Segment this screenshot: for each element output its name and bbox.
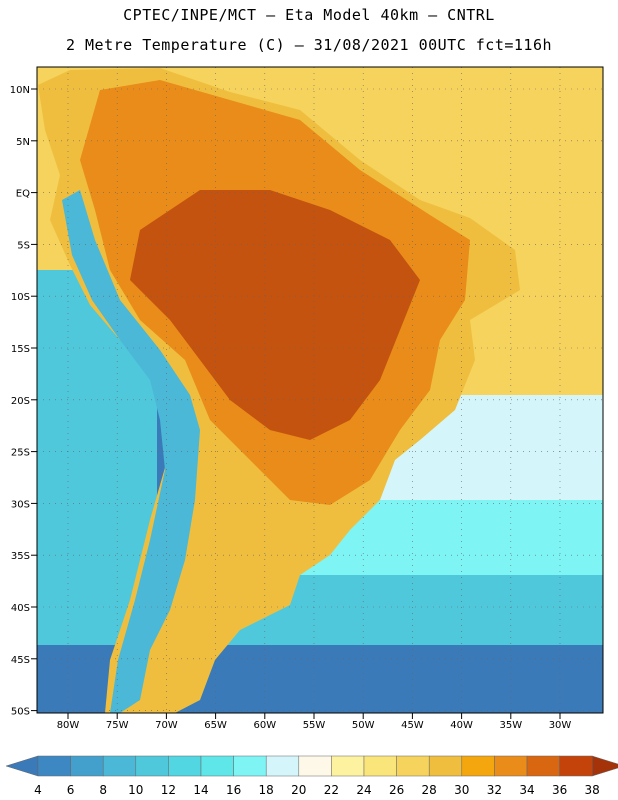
colorbar-label: 32 [487,783,502,797]
lon-label: 80W [57,720,80,731]
colorbar-label: 6 [67,783,75,797]
colorbar-swatch [37,755,71,777]
lat-label: 50S [11,707,30,718]
colorbar-label: 22 [324,783,339,797]
colorbar-label: 24 [356,783,371,797]
lat-label: 15S [11,344,30,355]
plot-frame [36,66,604,714]
colorbar-label: 4 [34,783,42,797]
colorbar-swatch [135,755,169,777]
latitude-labels: 10N 5N EQ 5S 10S 15S 20S 25S 30S 35S 40S 45S 50S [10,85,30,718]
temperature-field [37,67,603,713]
lat-label: 5S [17,240,30,251]
land-hot-region [130,190,420,440]
colorbar-swatch [494,755,528,777]
lon-label: 30W [549,720,572,731]
colorbar-swatch [200,755,234,777]
colorbar-label: 16 [226,783,241,797]
colorbar-swatch [102,755,137,777]
colorbar-label: 8 [99,783,107,797]
map-title-line-1: CPTEC/INPE/MCT – Eta Model 40km – CNTRL [123,6,495,24]
colorbar-swatch [363,755,397,777]
colorbar-label: 26 [389,783,404,797]
colorbar-label: 30 [454,783,469,797]
lat-label: 10N [10,85,30,96]
lat-label: 5N [16,137,30,148]
colorbar-swatch [233,755,267,777]
colorbar-swatch [428,755,463,777]
lat-label: 35S [11,551,30,562]
colorbar-arrow-high [591,755,618,777]
lat-label: 40S [11,603,30,614]
lon-label: 70W [155,720,178,731]
colorbar-label: 20 [291,783,306,797]
colorbar-swatch [265,755,300,777]
axis-ticks [31,88,561,719]
colorbar-swatch [70,755,104,777]
colorbar-swatch [298,755,332,777]
longitude-labels: 80W 75W 70W 65W 60W 55W 50W 45W 40W 35W 30W [57,720,572,731]
colorbar-label: 18 [259,783,274,797]
colorbar-swatch [331,755,365,777]
lat-label: 20S [11,396,30,407]
lon-label: 60W [253,720,276,731]
colorbar-label: 36 [552,783,567,797]
lon-label: 65W [204,720,227,731]
colorbar-swatch [559,755,593,777]
lat-label: 25S [11,448,30,459]
colorbar-label: 38 [585,783,600,797]
andes-cold-strip [62,190,200,713]
colorbar-label: 28 [422,783,437,797]
colorbar-swatch [396,755,430,777]
lon-label: 35W [499,720,522,731]
colorbar-label: 10 [128,783,143,797]
colorbar-swatch [461,755,495,777]
colorbar-swatch [526,755,560,777]
lon-label: 40W [450,720,473,731]
lon-label: 45W [401,720,424,731]
lon-label: 75W [106,720,129,731]
lat-label: 30S [11,499,30,510]
colorbar-label: 14 [193,783,208,797]
map-title-line-2: 2 Metre Temperature (C) – 31/08/2021 00U… [65,36,553,54]
colorbar: 4 6 8 10 12 14 16 18 20 22 24 26 28 30 32 34 36 38 [5,755,618,797]
colorbar-arrow-low [5,755,39,777]
lon-label: 55W [303,720,326,731]
graticule [37,67,603,713]
colorbar-swatch [168,755,202,777]
lat-label: 10S [11,292,30,303]
lat-label: EQ [16,189,30,200]
lon-label: 50W [352,720,375,731]
lat-label: 45S [11,655,30,666]
colorbar-label: 34 [519,783,534,797]
colorbar-label: 12 [161,783,176,797]
